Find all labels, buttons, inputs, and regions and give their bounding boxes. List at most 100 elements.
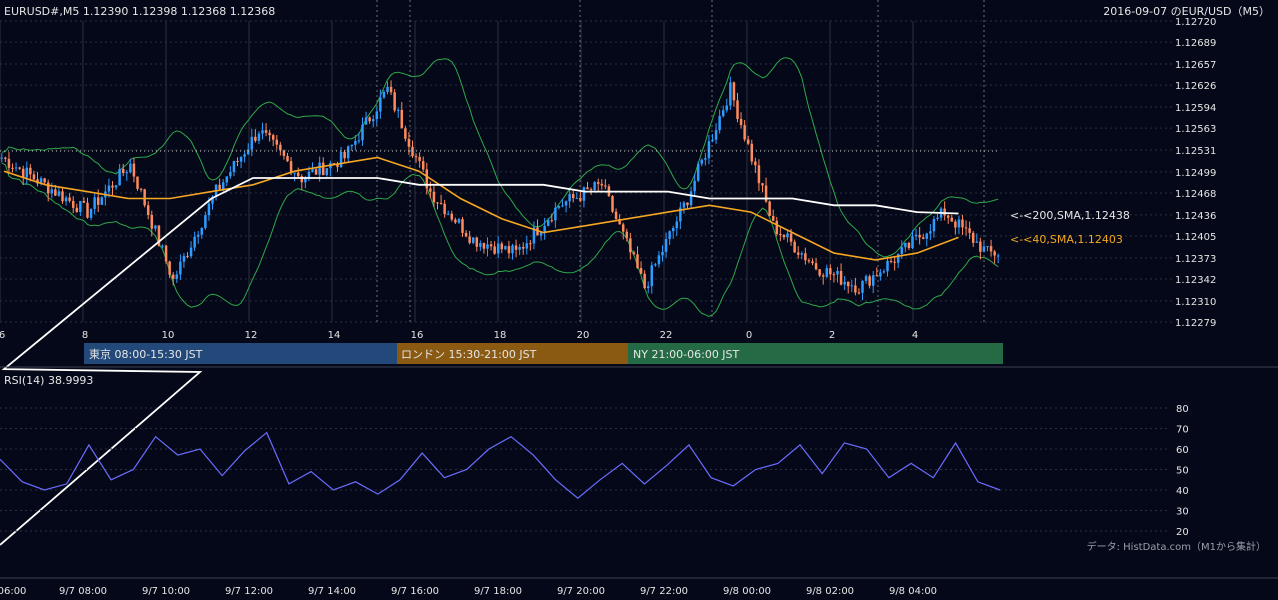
candle-body [696,163,700,181]
candle-body [164,245,168,262]
candle-body [489,244,493,247]
candle-body [929,231,932,234]
candle-body [575,197,579,199]
rsi-tick-label: 20 [1176,527,1189,538]
sma200-label: <-<200,SMA,1.12438 [1010,209,1130,222]
datetime-tick-label: 9/7 22:00 [640,586,688,597]
candle-body [211,196,214,204]
candle-body [246,149,250,155]
price-tick-label: 1.12342 [1175,275,1216,286]
candle-body [279,144,282,151]
candle-body [643,273,646,289]
candle-body [557,206,561,208]
sma200-line [0,177,959,546]
rsi-label: RSI(14) 38.9993 [4,374,93,387]
candle-body [325,168,329,176]
candle-body [582,187,586,201]
candle-body [414,156,418,158]
candle-body [979,241,982,252]
candle-body [196,234,200,237]
candle-body [818,269,821,276]
candle-body [632,252,636,255]
candle-body [0,157,4,159]
candle-body [71,200,75,208]
candle-body [850,285,854,287]
session-label-london: ロンドン 15:30-21:00 JST [401,348,537,361]
candle-body [900,247,904,254]
candle-body [593,182,596,190]
price-tick-label: 1.12657 [1175,60,1216,71]
candle-body [139,188,143,190]
candle-body [621,224,625,232]
candle-body [61,191,64,202]
candle-body [404,128,407,139]
candle-body [721,110,725,117]
candle-body [554,207,557,221]
datetime-tick-label: 9/8 02:00 [806,586,854,597]
candle-body [932,218,936,232]
candle-body [436,202,439,204]
session-band-ny [628,343,1003,364]
candle-body [550,220,554,222]
candle-body [361,124,364,141]
candle-body [579,197,582,201]
price-tick-label: 1.12405 [1175,232,1216,243]
price-tick-label: 1.12310 [1175,297,1216,308]
candle-body [14,167,18,169]
candle-body [39,178,43,184]
candle-body [157,225,161,246]
session-label-tokyo: 東京 08:00-15:30 JST [89,347,203,361]
candle-body [314,169,318,175]
candle-body [368,117,371,122]
candle-body [243,154,246,157]
candle-body [646,286,650,289]
candle-body [64,197,68,202]
rsi-tick-label: 70 [1176,425,1189,436]
candle-body [521,246,525,249]
candle-body [539,231,543,236]
candle-body [882,271,886,273]
candle-body [457,219,461,223]
candle-body [946,215,950,218]
candle-body [750,143,754,162]
candle-body [11,167,14,169]
candle-body [786,233,789,238]
candle-body [336,163,339,168]
hour-tick-label: 4 [912,330,918,341]
candle-body [132,163,136,177]
candle-body [261,130,264,134]
candle-body [475,237,479,247]
price-tick-label: 1.12594 [1175,103,1216,114]
candle-body [664,239,668,252]
candle-body [807,260,811,262]
candle-body [857,292,861,294]
candle-body [254,136,257,141]
candle-body [925,233,929,239]
candle-body [811,261,814,264]
hour-tick-label: 6 [0,330,5,341]
candle-body [836,270,839,275]
rsi-axis-ticks: 80 70 60 50 40 30 20 [1176,404,1189,538]
rsi-tick-label: 60 [1176,445,1189,456]
candle-body [543,225,546,232]
candle-body [729,82,732,106]
candle-body [250,136,254,150]
candle-body [525,243,529,249]
sma40-line [3,156,959,261]
rsi-tick-label: 40 [1176,486,1189,497]
candle-body [971,232,975,243]
candle-body [407,138,411,147]
candle-body [914,234,918,237]
datetime-axis-ticks: 06:00 9/7 08:00 9/7 10:00 9/7 12:00 9/7 14:0… [0,586,937,597]
candle-body [382,91,386,98]
candle-body [32,174,36,180]
candle-body [432,191,436,203]
candle-body [879,272,882,277]
candle-body [725,105,729,111]
candle-body [93,197,96,209]
candle-body [186,255,189,257]
candle-body [589,189,593,191]
candle-body [982,246,986,252]
rsi-tick-label: 80 [1176,404,1189,415]
candle-body [421,161,425,170]
